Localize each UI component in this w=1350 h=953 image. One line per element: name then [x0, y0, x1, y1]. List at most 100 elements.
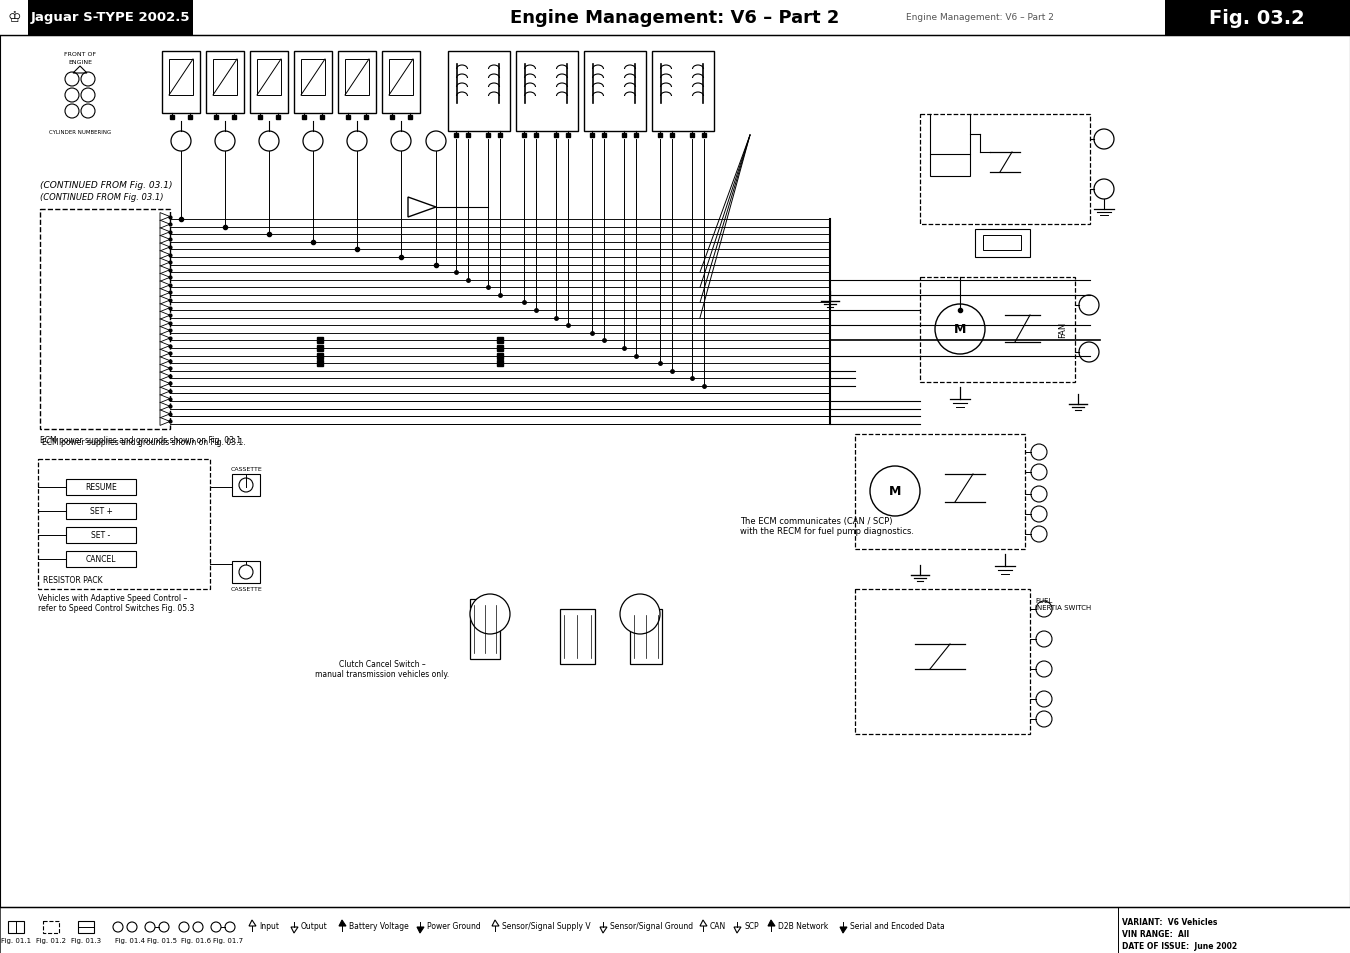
- Bar: [560, 609, 595, 664]
- Bar: [207, 52, 244, 113]
- Circle shape: [1079, 295, 1099, 315]
- Bar: [448, 52, 510, 132]
- Text: Engine Management: V6 – Part 2: Engine Management: V6 – Part 2: [906, 13, 1054, 23]
- Text: RESUME: RESUME: [85, 483, 117, 492]
- Bar: [516, 52, 578, 132]
- Text: CASSETTE: CASSETTE: [230, 586, 262, 592]
- Bar: [585, 52, 647, 132]
- Polygon shape: [339, 920, 346, 926]
- Bar: [28, 0, 193, 36]
- Bar: [301, 60, 325, 96]
- Bar: [855, 435, 1025, 550]
- Text: Fig. 01.1: Fig. 01.1: [1, 937, 31, 943]
- Text: Input: Input: [259, 922, 279, 930]
- Text: M: M: [888, 485, 902, 498]
- Circle shape: [1035, 661, 1052, 678]
- Text: (CONTINUED FROM Fig. 03.1): (CONTINUED FROM Fig. 03.1): [40, 193, 163, 202]
- Bar: [338, 52, 377, 113]
- Bar: [855, 589, 1030, 734]
- Polygon shape: [161, 236, 170, 244]
- Bar: [1, 2, 26, 32]
- Polygon shape: [161, 312, 170, 320]
- Bar: [66, 527, 136, 543]
- Text: Fig. 01.2: Fig. 01.2: [36, 937, 66, 943]
- Polygon shape: [161, 252, 170, 259]
- Text: Fig. 01.7: Fig. 01.7: [213, 937, 243, 943]
- Text: Fig. 01.5: Fig. 01.5: [147, 937, 177, 943]
- Text: Clutch Cancel Switch –
manual transmission vehicles only.: Clutch Cancel Switch – manual transmissi…: [315, 659, 450, 679]
- Circle shape: [1035, 711, 1052, 727]
- Text: SCP: SCP: [744, 922, 759, 930]
- Text: ECM power supplies and grounds shown on Fig. 03.1.: ECM power supplies and grounds shown on …: [42, 437, 246, 447]
- Polygon shape: [734, 927, 741, 933]
- Circle shape: [259, 132, 279, 152]
- Polygon shape: [161, 281, 170, 290]
- Circle shape: [1031, 526, 1048, 542]
- Text: FRONT OF: FRONT OF: [63, 52, 96, 57]
- Circle shape: [1031, 464, 1048, 480]
- Bar: [66, 479, 136, 496]
- Text: VIN RANGE:  All: VIN RANGE: All: [1122, 929, 1189, 938]
- Polygon shape: [161, 319, 170, 328]
- Text: The ECM communicates (CAN / SCP)
with the RECM for fuel pump diagnostics.: The ECM communicates (CAN / SCP) with th…: [740, 517, 914, 536]
- Polygon shape: [161, 267, 170, 274]
- Bar: [382, 52, 420, 113]
- Text: VARIANT:  V6 Vehicles: VARIANT: V6 Vehicles: [1122, 917, 1218, 926]
- Polygon shape: [292, 927, 298, 933]
- Text: ECM power supplies and grounds shown on Fig. 03.1.: ECM power supplies and grounds shown on …: [40, 436, 243, 444]
- Text: Battery Voltage: Battery Voltage: [350, 922, 409, 930]
- Text: D2B Network: D2B Network: [778, 922, 829, 930]
- Text: Power Ground: Power Ground: [427, 922, 481, 930]
- Bar: [975, 230, 1030, 257]
- Text: Fig. 01.6: Fig. 01.6: [181, 937, 211, 943]
- Circle shape: [620, 595, 660, 635]
- Polygon shape: [161, 350, 170, 357]
- Circle shape: [239, 478, 252, 493]
- Text: RESISTOR PACK: RESISTOR PACK: [43, 576, 103, 584]
- Polygon shape: [161, 418, 170, 426]
- Text: FUEL
INERTIA SWITCH: FUEL INERTIA SWITCH: [1035, 598, 1091, 610]
- Bar: [630, 609, 662, 664]
- Bar: [346, 60, 369, 96]
- Polygon shape: [248, 920, 256, 926]
- Polygon shape: [161, 335, 170, 343]
- Polygon shape: [161, 296, 170, 305]
- Polygon shape: [161, 395, 170, 403]
- Text: SET +: SET +: [89, 507, 112, 516]
- Polygon shape: [161, 221, 170, 229]
- Polygon shape: [161, 327, 170, 335]
- Text: Fig. 01.4: Fig. 01.4: [115, 937, 144, 943]
- Circle shape: [470, 595, 510, 635]
- Text: Vehicles with Adaptive Speed Control –
refer to Speed Control Switches Fig. 05.3: Vehicles with Adaptive Speed Control – r…: [38, 594, 194, 613]
- Circle shape: [1035, 631, 1052, 647]
- Bar: [250, 52, 288, 113]
- Polygon shape: [701, 920, 707, 926]
- Polygon shape: [161, 365, 170, 373]
- Polygon shape: [768, 920, 775, 926]
- Bar: [66, 552, 136, 567]
- Bar: [43, 921, 59, 933]
- Bar: [294, 52, 332, 113]
- Text: Sensor/Signal Ground: Sensor/Signal Ground: [610, 922, 693, 930]
- Polygon shape: [161, 289, 170, 297]
- Polygon shape: [161, 244, 170, 252]
- Text: Sensor/Signal Supply V: Sensor/Signal Supply V: [502, 922, 591, 930]
- Circle shape: [302, 132, 323, 152]
- Circle shape: [1094, 130, 1114, 150]
- Text: Output: Output: [301, 922, 328, 930]
- Text: CAN: CAN: [710, 922, 726, 930]
- Text: DATE OF ISSUE:  June 2002: DATE OF ISSUE: June 2002: [1122, 941, 1237, 950]
- Circle shape: [1079, 343, 1099, 363]
- Polygon shape: [161, 403, 170, 411]
- Bar: [256, 60, 281, 96]
- Polygon shape: [161, 259, 170, 267]
- Bar: [232, 475, 261, 497]
- Circle shape: [239, 565, 252, 579]
- Text: Serial and Encoded Data: Serial and Encoded Data: [850, 922, 945, 930]
- Bar: [232, 561, 261, 583]
- Circle shape: [347, 132, 367, 152]
- Circle shape: [171, 132, 190, 152]
- Circle shape: [1031, 444, 1048, 460]
- Circle shape: [869, 467, 919, 517]
- Circle shape: [215, 132, 235, 152]
